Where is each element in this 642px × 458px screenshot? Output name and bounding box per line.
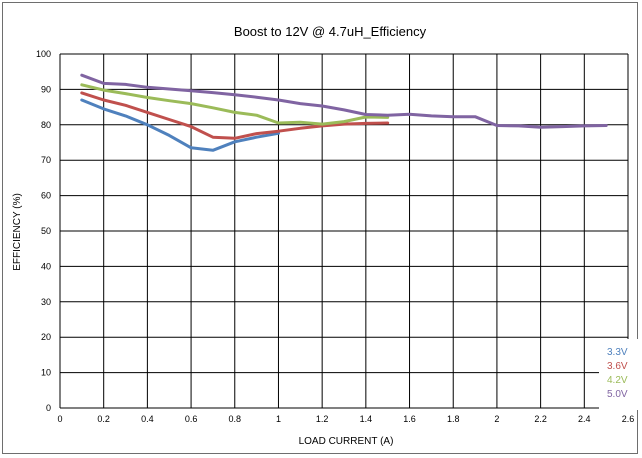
x-tick-label: 1.2 — [316, 414, 329, 424]
x-tick-label: 0.8 — [229, 414, 242, 424]
legend-box — [599, 339, 639, 410]
x-tick-label: 0 — [57, 414, 62, 424]
x-tick-label: 2.4 — [578, 414, 591, 424]
x-tick-label: 2.6 — [622, 414, 635, 424]
chart-frame: Boost to 12V @ 4.7uH_Efficiency 0 10 20 30 4… — [2, 2, 639, 454]
series-lines — [80, 73, 608, 152]
y-axis-label: EFFICIENCY (%) — [12, 193, 23, 271]
grid — [59, 53, 629, 409]
x-tick-label: 1 — [276, 414, 281, 424]
x-tick-label: 1.8 — [447, 414, 460, 424]
series-line-3.6V — [80, 91, 390, 140]
x-tick-label: 2.2 — [534, 414, 547, 424]
x-tick-label: 0.6 — [185, 414, 198, 424]
legend-entry-5.0V: 5.0V — [607, 389, 628, 400]
tick-labels: 0 10 20 30 40 50 60 70 80 90 100 0 0.2 0.4 0.6 0.8 1 1.2 1… — [36, 49, 634, 424]
x-tick-label: 1.6 — [403, 414, 416, 424]
series-line-5.0V — [80, 73, 608, 129]
efficiency-chart: Boost to 12V @ 4.7uH_Efficiency 01020304… — [12, 24, 639, 447]
x-tick-label: 0.4 — [141, 414, 154, 424]
legend-entry-4.2V: 4.2V — [607, 375, 628, 386]
y-tick-label: 60 — [41, 191, 51, 201]
y-tick-label: 30 — [41, 297, 51, 307]
y-tick-label: 50 — [41, 226, 51, 236]
chart-title: Boost to 12V @ 4.7uH_Efficiency — [234, 24, 427, 39]
y-tick-label: 70 — [41, 155, 51, 165]
x-tick-label: 2 — [494, 414, 499, 424]
y-tick-label: 40 — [41, 261, 51, 271]
x-axis-label: LOAD CURRENT (A) — [299, 436, 394, 447]
y-tick-label: 80 — [41, 120, 51, 130]
x-tick-label: 0.2 — [97, 414, 110, 424]
y-tick-label: 100 — [36, 49, 51, 59]
legend-entry-3.6V: 3.6V — [607, 361, 628, 372]
y-tick-label: 20 — [41, 332, 51, 342]
x-tick-label: 1.4 — [360, 414, 373, 424]
legend: 3.3V 3.6V 4.2V 5.0V — [599, 339, 639, 410]
y-tick-label: 0 — [46, 403, 51, 413]
series-line-3.3V — [80, 98, 280, 152]
legend-entry-3.3V: 3.3V — [607, 347, 628, 358]
y-tick-label: 10 — [41, 368, 51, 378]
series-line-4.2V — [80, 83, 390, 126]
y-tick-label: 90 — [41, 84, 51, 94]
